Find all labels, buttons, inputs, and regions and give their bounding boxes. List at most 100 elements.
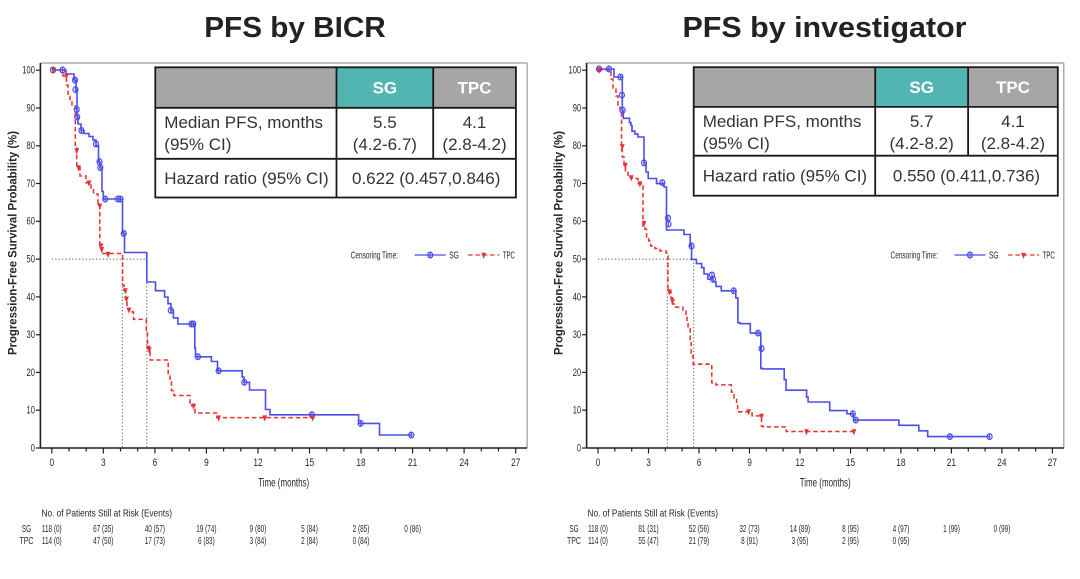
svg-text:21: 21 <box>947 457 956 469</box>
svg-text:50: 50 <box>573 254 581 266</box>
svg-text:8 (91): 8 (91) <box>741 536 758 547</box>
svg-text:0: 0 <box>577 442 581 454</box>
svg-text:TPC: TPC <box>1043 249 1056 261</box>
svg-text:80: 80 <box>27 140 35 152</box>
svg-text:Progression-Free Survival Prob: Progression-Free Survival Probability (%… <box>554 131 566 355</box>
svg-text:18: 18 <box>896 457 905 469</box>
svg-text:4.1: 4.1 <box>463 113 487 132</box>
svg-text:0: 0 <box>596 457 601 469</box>
svg-text:80: 80 <box>573 140 581 152</box>
svg-text:0: 0 <box>31 442 35 454</box>
svg-text:18: 18 <box>356 457 365 469</box>
svg-text:Hazard ratio (95% CI): Hazard ratio (95% CI) <box>703 167 867 186</box>
svg-text:55 (47): 55 (47) <box>638 536 658 547</box>
svg-text:0.550 (0.411,0.736): 0.550 (0.411,0.736) <box>893 167 1040 186</box>
svg-text:(4.2-8.2): (4.2-8.2) <box>890 134 954 153</box>
svg-text:4.1: 4.1 <box>1001 112 1025 131</box>
svg-text:32 (73): 32 (73) <box>739 524 759 535</box>
svg-text:1 (99): 1 (99) <box>943 524 960 535</box>
svg-text:12: 12 <box>253 457 262 469</box>
svg-text:0.622 (0.457,0.846): 0.622 (0.457,0.846) <box>352 169 500 188</box>
svg-text:Time (months): Time (months) <box>800 476 851 490</box>
svg-text:60: 60 <box>27 216 35 228</box>
svg-text:10: 10 <box>27 405 35 417</box>
svg-text:Hazard ratio (95% CI): Hazard ratio (95% CI) <box>164 169 328 188</box>
svg-text:5.5: 5.5 <box>373 113 397 132</box>
svg-text:(95% CI): (95% CI) <box>703 134 770 153</box>
svg-text:15: 15 <box>305 457 314 469</box>
svg-text:12: 12 <box>795 457 804 469</box>
svg-text:(4.2-6.7): (4.2-6.7) <box>353 135 417 154</box>
svg-text:40 (57): 40 (57) <box>145 524 165 535</box>
svg-text:(2.8-4.2): (2.8-4.2) <box>981 134 1045 153</box>
svg-text:(2.8-4.2): (2.8-4.2) <box>442 135 506 154</box>
svg-text:0 (99): 0 (99) <box>994 524 1011 535</box>
svg-text:PFS by investigator: PFS by investigator <box>683 12 967 44</box>
svg-text:70: 70 <box>573 178 581 190</box>
svg-text:40: 40 <box>573 291 581 303</box>
svg-text:24: 24 <box>460 457 469 469</box>
svg-text:14 (89): 14 (89) <box>790 524 810 535</box>
svg-text:20: 20 <box>573 367 581 379</box>
svg-text:0 (95): 0 (95) <box>893 536 910 547</box>
svg-text:3 (95): 3 (95) <box>792 536 809 547</box>
svg-text:30: 30 <box>27 329 35 341</box>
svg-text:No. of Patients Still at Risk: No. of Patients Still at Risk (Events) <box>588 509 719 520</box>
svg-text:21 (79): 21 (79) <box>689 536 709 547</box>
svg-text:118 (0): 118 (0) <box>588 524 608 535</box>
svg-text:70: 70 <box>27 178 35 190</box>
svg-text:4 (97): 4 (97) <box>893 524 910 535</box>
svg-text:6 (83): 6 (83) <box>198 536 215 547</box>
svg-text:SG: SG <box>989 249 999 261</box>
svg-text:(95% CI): (95% CI) <box>164 135 231 154</box>
svg-text:2 (84): 2 (84) <box>301 536 318 547</box>
svg-text:27: 27 <box>511 457 520 469</box>
svg-text:0: 0 <box>50 457 55 469</box>
svg-text:60: 60 <box>573 216 581 228</box>
svg-text:TPC: TPC <box>458 79 492 98</box>
svg-text:24: 24 <box>997 457 1006 469</box>
svg-text:19 (74): 19 (74) <box>196 524 216 535</box>
svg-text:9: 9 <box>747 457 752 469</box>
svg-text:PFS by BICR: PFS by BICR <box>204 12 386 44</box>
svg-text:15: 15 <box>846 457 855 469</box>
svg-text:100: 100 <box>22 65 35 77</box>
svg-text:Time (months): Time (months) <box>258 476 309 490</box>
svg-text:Censoring Time:: Censoring Time: <box>891 249 938 261</box>
svg-text:SG: SG <box>22 524 31 535</box>
svg-text:SG: SG <box>569 524 578 535</box>
svg-text:Censoring Time:: Censoring Time: <box>351 249 398 261</box>
svg-text:Progression-Free Survival Prob: Progression-Free Survival Probability (%… <box>8 131 20 355</box>
svg-text:3: 3 <box>101 457 106 469</box>
svg-text:SG: SG <box>909 78 934 97</box>
svg-text:114 (0): 114 (0) <box>42 536 62 547</box>
svg-text:2 (95): 2 (95) <box>842 536 859 547</box>
svg-text:100: 100 <box>569 65 582 77</box>
svg-text:21: 21 <box>408 457 417 469</box>
svg-text:3 (84): 3 (84) <box>250 536 267 547</box>
svg-text:SG: SG <box>449 249 459 261</box>
svg-text:2 (85): 2 (85) <box>353 524 370 535</box>
svg-text:27: 27 <box>1048 457 1057 469</box>
svg-text:No. of Patients Still at Risk: No. of Patients Still at Risk (Events) <box>42 509 173 520</box>
svg-text:17 (73): 17 (73) <box>145 536 165 547</box>
svg-text:8 (95): 8 (95) <box>842 524 859 535</box>
svg-text:0 (84): 0 (84) <box>353 536 370 547</box>
svg-text:5.7: 5.7 <box>910 112 934 131</box>
svg-text:47 (50): 47 (50) <box>93 536 113 547</box>
svg-text:30: 30 <box>573 329 581 341</box>
svg-text:Median PFS, months: Median PFS, months <box>703 112 862 131</box>
svg-text:Median PFS, months: Median PFS, months <box>164 113 323 132</box>
svg-text:118 (0): 118 (0) <box>42 524 62 535</box>
svg-text:9 (80): 9 (80) <box>250 524 267 535</box>
svg-text:114 (0): 114 (0) <box>588 536 608 547</box>
svg-text:3: 3 <box>646 457 651 469</box>
svg-text:TPC: TPC <box>503 249 516 261</box>
svg-text:SG: SG <box>373 79 398 98</box>
svg-text:67 (35): 67 (35) <box>93 524 113 535</box>
svg-text:90: 90 <box>27 102 35 114</box>
svg-text:52 (56): 52 (56) <box>689 524 709 535</box>
svg-text:20: 20 <box>27 367 35 379</box>
svg-text:6: 6 <box>153 457 158 469</box>
svg-text:TPC: TPC <box>996 78 1030 97</box>
